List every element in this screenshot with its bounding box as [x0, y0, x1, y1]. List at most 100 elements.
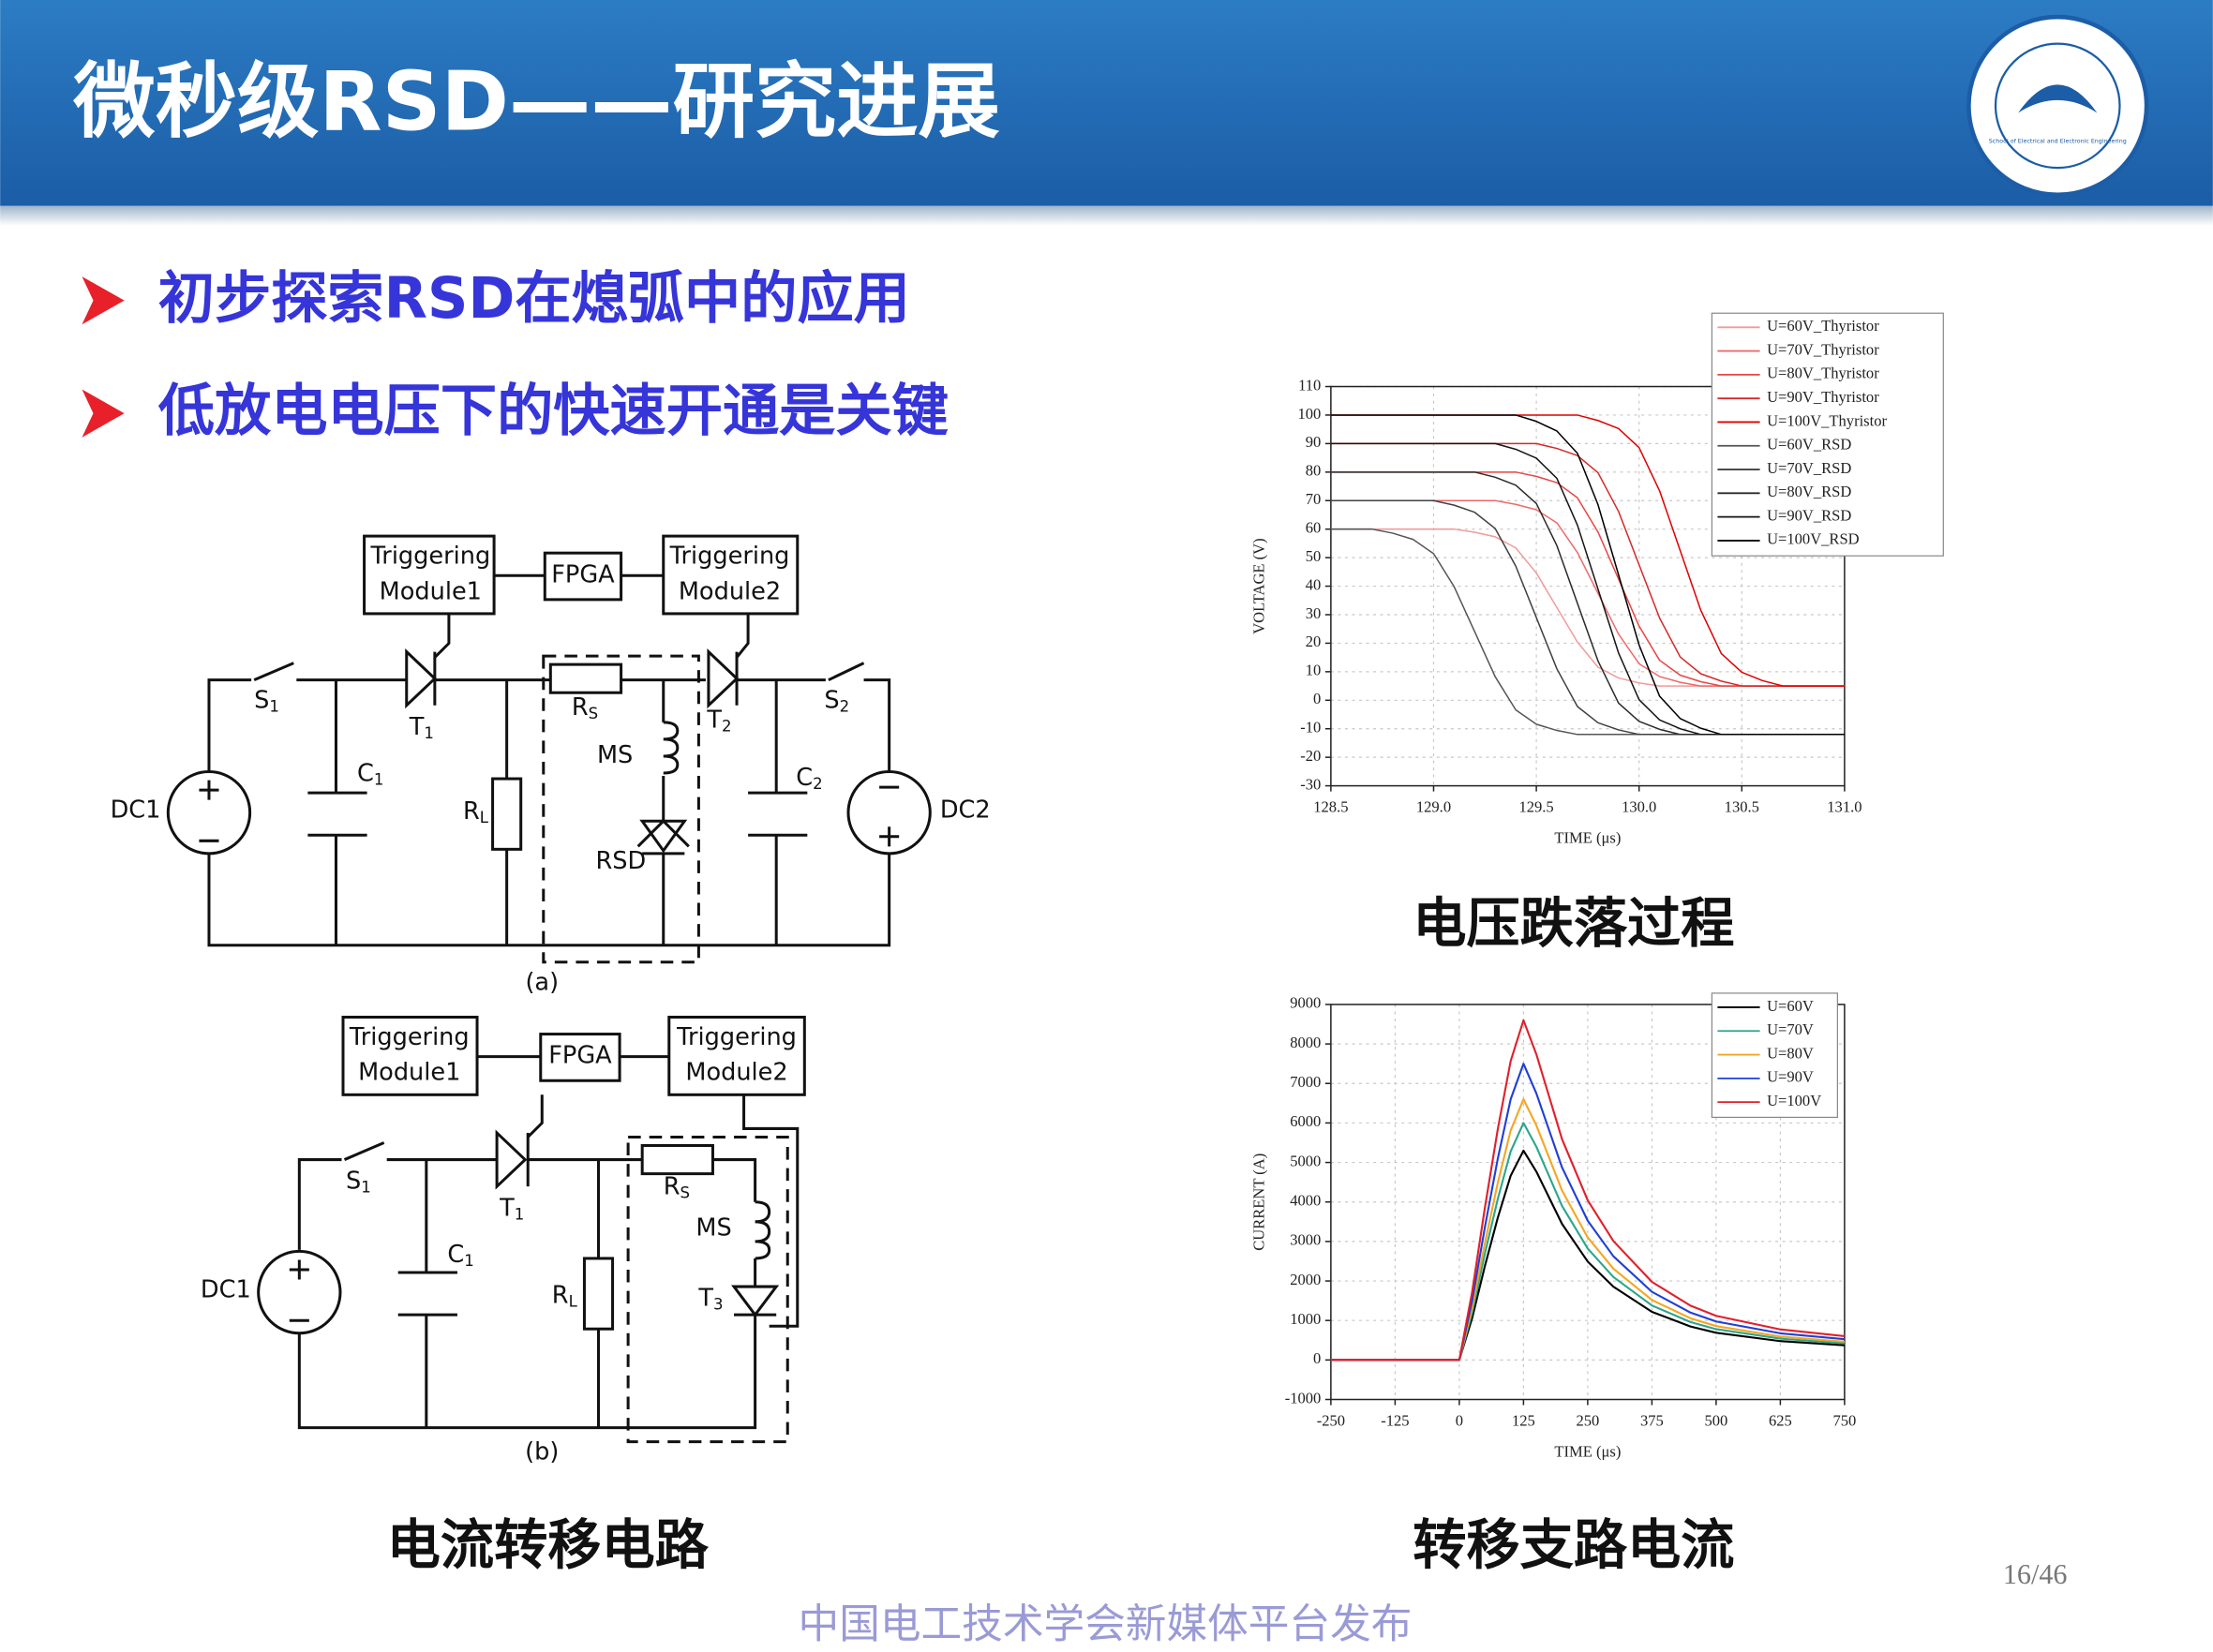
legend-label: U=80V — [1767, 1044, 1814, 1062]
legend-label: U=100V_Thyristor — [1767, 411, 1887, 429]
label-main: C — [447, 1241, 464, 1269]
module-label: Module1 — [358, 1059, 460, 1087]
chart-title: 电压跌落过程 — [1413, 893, 1734, 955]
bullet-arrow — [82, 276, 125, 325]
bullet-arrow — [82, 389, 125, 438]
chart-title: 转移支路电流 — [1413, 1515, 1734, 1577]
legend-label: U=70V — [1767, 1020, 1814, 1038]
y-tick-label: 7000 — [1290, 1073, 1321, 1091]
resistor — [582, 1257, 615, 1331]
y-tick-label: 10 — [1306, 662, 1322, 679]
legend-label: U=90V — [1767, 1068, 1814, 1086]
module-label: Triggering — [349, 1023, 470, 1051]
plot-frame — [1330, 1004, 1846, 1401]
y-tick-label: 3000 — [1290, 1231, 1321, 1249]
x-tick-label: 131.0 — [1827, 797, 1862, 815]
legend-label: U=60V — [1767, 997, 1814, 1015]
legend-label: U=80V_Thyristor — [1767, 365, 1879, 382]
y-tick-label: 6000 — [1290, 1112, 1321, 1130]
inductor — [755, 1200, 771, 1260]
label-sub: 3 — [713, 1295, 724, 1313]
y-tick-label: -10 — [1300, 719, 1321, 737]
legend-label: U=60V_Thyristor — [1767, 317, 1879, 335]
x-axis-label: TIME (μs) — [1554, 829, 1621, 847]
label-sub: 2 — [840, 697, 850, 715]
y-axis-label: CURRENT (A) — [1249, 1153, 1267, 1251]
header-shadow — [0, 205, 2213, 226]
source-sign — [289, 1259, 309, 1322]
y-tick-label: 110 — [1298, 376, 1321, 394]
label-main: R — [552, 1282, 569, 1310]
label-sub: 1 — [515, 1205, 525, 1223]
x-tick-label: 125 — [1512, 1411, 1535, 1429]
module-label: Module2 — [685, 1059, 787, 1087]
component-label: T1 — [499, 1194, 524, 1223]
logo-inner — [1994, 42, 2121, 170]
component-label: DC1 — [201, 1276, 251, 1304]
y-tick-label: 40 — [1306, 575, 1322, 593]
y-tick-label: 50 — [1306, 547, 1322, 565]
dashed-box — [542, 654, 700, 964]
x-tick-label: 130.5 — [1725, 797, 1759, 815]
label-main: C — [357, 760, 374, 788]
module-label: Triggering — [669, 543, 790, 571]
x-tick-label: 128.5 — [1313, 797, 1348, 815]
rsd-symbol — [636, 819, 690, 856]
legend-label: U=100V — [1767, 1092, 1821, 1109]
module-label: Triggering — [369, 543, 490, 571]
component-label: T1 — [409, 713, 434, 742]
label-main: R — [664, 1173, 680, 1201]
x-tick-label: 250 — [1576, 1411, 1599, 1429]
slide-title: 微秒级RSD——研究进展 — [72, 53, 999, 149]
y-tick-label: 2000 — [1290, 1271, 1321, 1288]
logo-emblem — [2018, 84, 2098, 113]
thyristor-bar — [433, 651, 739, 706]
module-label: Module2 — [679, 577, 781, 605]
bullets: 初步探索RSD在熄弧中的应用 低放电电压下的快速开通是关键 — [82, 266, 949, 444]
legend-label: U=80V_RSD — [1767, 483, 1851, 500]
y-tick-label: 90 — [1306, 433, 1322, 451]
component-label: RS — [572, 693, 598, 722]
label-main: S — [254, 686, 269, 714]
component-label: MS — [695, 1213, 731, 1242]
resistor — [491, 777, 523, 851]
x-tick-label: 130.0 — [1622, 797, 1656, 815]
wire — [207, 573, 891, 947]
component-label: RL — [552, 1282, 578, 1311]
source — [257, 1249, 342, 1335]
y-tick-label: -30 — [1300, 775, 1321, 793]
legend-label: U=90V_Thyristor — [1767, 388, 1879, 406]
label-main: R — [463, 797, 480, 826]
x-tick-label: -250 — [1317, 1411, 1345, 1429]
label-main: S — [824, 686, 839, 714]
component-label: DC2 — [940, 796, 991, 825]
source — [166, 770, 252, 856]
label-sub: 1 — [464, 1251, 474, 1269]
component-label: S2 — [824, 686, 849, 715]
y-tick-label: 0 — [1313, 1349, 1321, 1367]
module-label: Module1 — [380, 577, 482, 605]
label-sub: S — [589, 704, 599, 722]
circuit-b: Triggering Module1 FPGA Triggering Modul… — [201, 1015, 806, 1466]
component-label: RL — [463, 797, 489, 826]
label-main: C — [796, 764, 813, 792]
line-chart: -100001000200030004000500060007000800090… — [1249, 992, 1856, 1577]
component-label: T2 — [706, 706, 731, 735]
plot-frame — [1330, 385, 1846, 787]
label-main: T — [697, 1285, 713, 1313]
circuit-label: (a) — [525, 968, 559, 996]
y-tick-label: 0 — [1313, 690, 1321, 707]
bullet-text: 初步探索RSD在熄弧中的应用 — [158, 266, 910, 332]
module-label: Triggering — [676, 1023, 797, 1051]
legend-label: U=90V_RSD — [1767, 506, 1851, 524]
label-sub: L — [480, 809, 489, 826]
logo-text: School of Electrical and Electronic Engi… — [1989, 139, 2127, 145]
y-tick-label: 8000 — [1290, 1034, 1321, 1051]
bullet-text: 低放电电压下的快速开通是关键 — [158, 379, 949, 444]
component-label: S1 — [254, 686, 279, 715]
circuit-label: (b) — [525, 1438, 559, 1466]
label-sub: L — [569, 1292, 578, 1310]
resistor — [640, 1144, 714, 1176]
y-tick-label: 20 — [1306, 633, 1322, 650]
